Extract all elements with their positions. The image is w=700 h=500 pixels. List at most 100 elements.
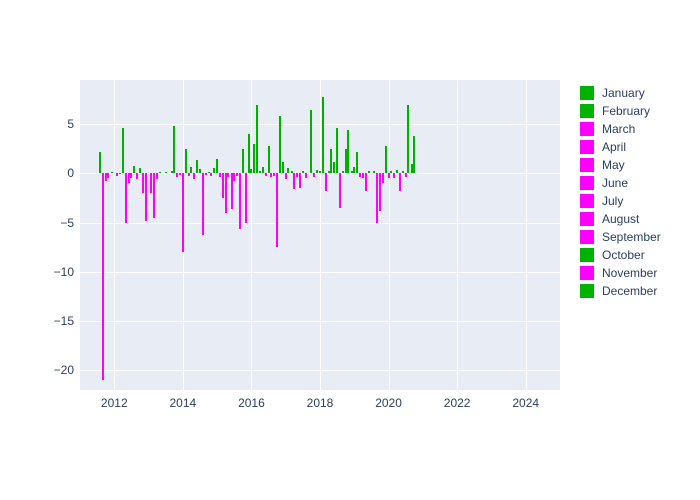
bar[interactable] — [256, 105, 258, 174]
bar[interactable] — [193, 173, 195, 179]
bar[interactable] — [188, 173, 190, 176]
bar[interactable] — [227, 173, 229, 177]
bar[interactable] — [276, 173, 278, 247]
bar[interactable] — [133, 166, 135, 174]
bar[interactable] — [239, 173, 241, 228]
bar[interactable] — [145, 173, 147, 220]
bar[interactable] — [199, 169, 201, 174]
bar[interactable] — [107, 173, 109, 178]
bar[interactable] — [282, 162, 284, 174]
bar[interactable] — [390, 171, 392, 174]
legend-item[interactable]: November — [580, 266, 661, 280]
bar[interactable] — [142, 173, 144, 193]
bar[interactable] — [399, 173, 401, 191]
legend-item[interactable]: March — [580, 122, 661, 136]
bar[interactable] — [219, 173, 221, 177]
bar[interactable] — [185, 149, 187, 174]
bar[interactable] — [225, 173, 227, 212]
bar[interactable] — [411, 164, 413, 174]
bar[interactable] — [385, 146, 387, 174]
bar[interactable] — [202, 173, 204, 234]
bar[interactable] — [273, 173, 275, 176]
bar[interactable] — [171, 171, 173, 174]
bar[interactable] — [291, 171, 293, 174]
bar[interactable] — [190, 167, 192, 174]
bar[interactable] — [388, 173, 390, 178]
bar[interactable] — [128, 173, 130, 183]
bar[interactable] — [305, 173, 307, 178]
bar[interactable] — [116, 173, 118, 176]
bar[interactable] — [279, 116, 281, 173]
bar[interactable] — [285, 173, 287, 179]
bar[interactable] — [259, 171, 261, 174]
legend-item[interactable]: August — [580, 212, 661, 226]
bar[interactable] — [322, 97, 324, 174]
bar[interactable] — [176, 173, 178, 177]
bar[interactable] — [242, 149, 244, 174]
bar[interactable] — [405, 173, 407, 177]
bar[interactable] — [353, 167, 355, 174]
bar[interactable] — [319, 171, 321, 174]
bar[interactable] — [328, 171, 330, 174]
bar[interactable] — [270, 173, 272, 177]
bar[interactable] — [262, 167, 264, 174]
legend-item[interactable]: September — [580, 230, 661, 244]
bar[interactable] — [156, 173, 158, 179]
bar[interactable] — [122, 128, 124, 173]
bar[interactable] — [250, 169, 252, 174]
bar[interactable] — [333, 162, 335, 174]
bar[interactable] — [179, 173, 181, 175]
bar[interactable] — [330, 149, 332, 174]
bar[interactable] — [382, 173, 384, 183]
bar[interactable] — [130, 173, 132, 178]
bar[interactable] — [342, 171, 344, 174]
legend-item[interactable]: January — [580, 86, 661, 100]
bar[interactable] — [365, 173, 367, 191]
legend-item[interactable]: June — [580, 176, 661, 190]
bar[interactable] — [313, 173, 315, 177]
plot-area[interactable]: −20−15−10−505201220142016201820202022202… — [80, 80, 560, 390]
bar[interactable] — [125, 173, 127, 222]
bar[interactable] — [222, 173, 224, 198]
bar[interactable] — [153, 173, 155, 217]
bar[interactable] — [376, 173, 378, 222]
bar[interactable] — [299, 173, 301, 188]
legend-item[interactable]: May — [580, 158, 661, 172]
bar[interactable] — [159, 172, 161, 174]
legend-item[interactable]: April — [580, 140, 661, 154]
bar[interactable] — [231, 173, 233, 208]
bar[interactable] — [245, 173, 247, 222]
bar[interactable] — [296, 173, 298, 177]
bar[interactable] — [236, 173, 238, 176]
bar[interactable] — [196, 160, 198, 174]
bar[interactable] — [150, 173, 152, 193]
bar[interactable] — [316, 170, 318, 174]
bar[interactable] — [302, 171, 304, 174]
bar[interactable] — [362, 173, 364, 178]
bar[interactable] — [339, 173, 341, 207]
bar[interactable] — [205, 173, 207, 175]
bar[interactable] — [216, 159, 218, 174]
bar[interactable] — [213, 168, 215, 174]
bar[interactable] — [208, 172, 210, 174]
bar[interactable] — [413, 136, 415, 173]
legend-item[interactable]: July — [580, 194, 661, 208]
bar[interactable] — [173, 126, 175, 173]
bar[interactable] — [265, 173, 267, 176]
bar[interactable] — [287, 168, 289, 174]
bar[interactable] — [253, 144, 255, 174]
bar[interactable] — [368, 171, 370, 174]
bar[interactable] — [393, 173, 395, 178]
bar[interactable] — [102, 173, 104, 380]
bar[interactable] — [99, 152, 101, 174]
bar[interactable] — [293, 173, 295, 189]
bar[interactable] — [139, 168, 141, 174]
bar[interactable] — [165, 172, 167, 174]
bar[interactable] — [402, 171, 404, 174]
bar[interactable] — [356, 152, 358, 174]
legend-item[interactable]: February — [580, 104, 661, 118]
bar[interactable] — [407, 105, 409, 174]
bar[interactable] — [347, 130, 349, 173]
bar[interactable] — [336, 128, 338, 173]
bar[interactable] — [136, 173, 138, 179]
